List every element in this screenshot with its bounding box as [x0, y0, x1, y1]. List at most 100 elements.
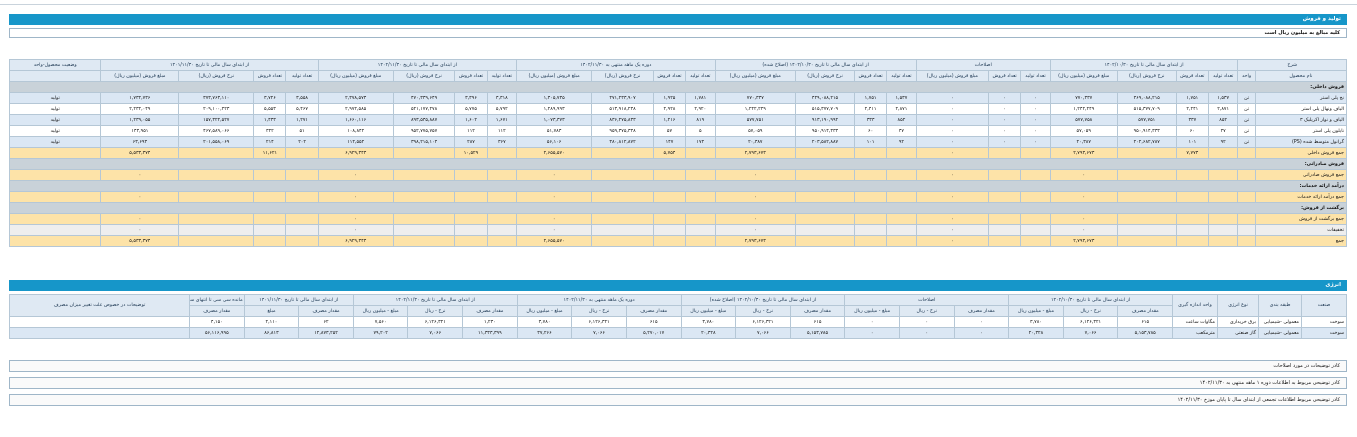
col-header-classification: طبقه بندی	[1258, 294, 1302, 317]
table-cell	[886, 147, 917, 159]
table-cell	[253, 169, 287, 181]
table-cell: ۷۹,۲۰۲	[352, 327, 409, 339]
table-cell	[652, 213, 687, 225]
table-cell: ۰	[915, 224, 990, 236]
table-cell: ۷,۰۶۶	[571, 327, 627, 339]
table-cell: ۰	[953, 316, 1010, 328]
table-cell	[988, 169, 1022, 181]
row-label: نخ پلی استر	[1254, 92, 1348, 104]
table-cell: ۴۶۹,۰۸۸,۲۱۵	[1116, 92, 1177, 104]
table-cell	[1116, 213, 1177, 225]
col-group-energy-remaining: مانده سی سی تا انتهای سال مالی ۱۴۰۲/۱۲/۲…	[189, 294, 245, 306]
table-cell: ۰	[915, 191, 990, 203]
table-cell: ۵۱۵,۳۷۷,۷۰۹	[1116, 103, 1177, 115]
row-label: گرانول متوسط شده (PS)	[1254, 136, 1348, 148]
table-cell	[685, 235, 716, 247]
table-cell	[454, 169, 488, 181]
table-cell	[1175, 169, 1209, 181]
table-cell: ۰	[317, 191, 394, 203]
table-cell	[853, 224, 888, 236]
table-cell: ۲۰۲	[285, 136, 319, 148]
table-cell: ۱,۲۴۲,۲۴۹	[1049, 103, 1118, 115]
energy-section-header: انرژی	[9, 280, 1347, 291]
col-group-ytd-1401-11-30: از ابتدای سال مالی تا تاریخ ۱۴۰۱/۱۱/۳۰	[100, 59, 319, 71]
note-adjustments: کادر توضیحات در مورد اصلاحات	[9, 360, 1347, 372]
sales-subheader-cell: مبلغ فروش (میلیون ریال)	[317, 70, 394, 82]
section-row: فروش صادراتی:	[9, 158, 1347, 170]
table-cell	[178, 224, 255, 236]
table-cell: ۳۶۷	[486, 136, 518, 148]
row-label: جمع	[1254, 235, 1348, 247]
table-cell: ۳,۵۵۸	[285, 92, 319, 104]
table-cell	[1020, 169, 1051, 181]
table-cell: ۱,۲۸۹,۹۹۳	[516, 103, 593, 115]
table-cell: ۱۰۱	[853, 136, 888, 148]
row-label: جمع برگشت از فروش	[1254, 213, 1348, 225]
table-cell: ۱۲,۸۷۳,۲۵۲	[298, 327, 354, 339]
table-cell	[1116, 169, 1177, 181]
energy-subheader-cell: نرخ - ریال	[735, 305, 791, 317]
table-cell: ۳۹۸,۲۱۵,۱۰۴	[392, 136, 456, 148]
table-cell	[178, 147, 255, 159]
table-cell: ۲,۶۵۵,۵۷۰	[516, 235, 593, 247]
table-cell: ۶۱۵	[625, 316, 682, 328]
table-cell: ۱۰,۵۲۹	[454, 147, 488, 159]
note-monthly-period: کادر توضیحی مربوط به اطلاعات دوره ۱ ماهه…	[9, 377, 1347, 389]
table-cell: ۰	[844, 327, 900, 339]
table-cell	[9, 316, 190, 328]
table-cell: ۶۲	[298, 316, 354, 328]
table-cell	[392, 147, 456, 159]
table-cell: ۱,۷۸۱	[685, 92, 716, 104]
table-cell: ۰	[1049, 169, 1118, 181]
table-cell: ۰	[516, 169, 593, 181]
table-cell: ۰	[915, 147, 990, 159]
table-cell: ۲,۳۷۸,۵۷۳	[317, 92, 394, 104]
table-cell: ۶,۱۲۶,۳۲۱	[571, 316, 627, 328]
table-cell: تن	[1237, 103, 1256, 115]
table-cell: ۵۷	[652, 125, 687, 137]
table-cell: ۰	[898, 327, 955, 339]
table-cell: ۷,۷۷۳	[1175, 147, 1209, 159]
status-cell	[8, 235, 102, 247]
sales-subheader-cell: تعداد تولید	[685, 70, 716, 82]
sales-table: شرح از ابتدای سال مالی تا تاریخ ۱۴۰۲/۱۰/…	[8, 59, 1348, 247]
table-cell	[591, 235, 654, 247]
table-cell: ۱,۵۳۷	[1207, 92, 1239, 104]
energy-subheader-cell: نرخ - ریال	[898, 305, 955, 317]
table-cell: ۰	[516, 213, 593, 225]
table-cell: ۱۷۲	[685, 136, 716, 148]
table-cell	[853, 147, 888, 159]
table-cell	[795, 224, 855, 236]
table-cell	[1237, 224, 1256, 236]
table-cell: ۰	[915, 235, 990, 247]
table-cell	[652, 169, 687, 181]
table-cell: ۹۲	[886, 136, 917, 148]
energy-sub-header-row: مقدار مصرف نرخ - ریال مبلغ - میلیون ریال مق…	[10, 305, 1347, 317]
table-cell: ۰	[915, 103, 990, 115]
table-cell: ۶۱۵	[789, 316, 846, 328]
table-cell: ۰	[988, 114, 1022, 126]
sales-subheader-cell	[8, 70, 102, 82]
table-cell	[591, 169, 654, 181]
row-label: جمع فروش صادراتی	[1254, 169, 1348, 181]
table-cell: ۶۰	[1175, 125, 1209, 137]
table-cell: ۱۱۲	[454, 125, 488, 137]
table-cell	[1116, 191, 1177, 203]
energy-subheader-cell: مقدار مصرف	[462, 305, 518, 317]
energy-subheader-cell: مقدار مصرف	[298, 305, 354, 317]
table-cell	[988, 147, 1022, 159]
table-cell	[591, 213, 654, 225]
table-cell: ۰	[1049, 191, 1118, 203]
table-cell: ۱,۹۲۵	[652, 92, 687, 104]
table-cell: ۲,۹۷۲,۵۸۵	[317, 103, 394, 115]
table-cell: ۵۷۷,۷۵۸	[1049, 114, 1118, 126]
table-cell: ۴۷	[1207, 125, 1239, 137]
energy-table-body: سوخت معمولی -شیمیایی برق خریداری مگاوات ساع…	[9, 316, 1347, 339]
table-cell: ۵۱	[285, 125, 319, 137]
table-cell: ۰	[915, 169, 990, 181]
table-cell	[1020, 147, 1051, 159]
table-cell	[486, 169, 518, 181]
table-cell	[1207, 235, 1239, 247]
table-cell	[1237, 235, 1256, 247]
col-header-product-status: وضعیت محصول-واحد	[8, 59, 102, 71]
